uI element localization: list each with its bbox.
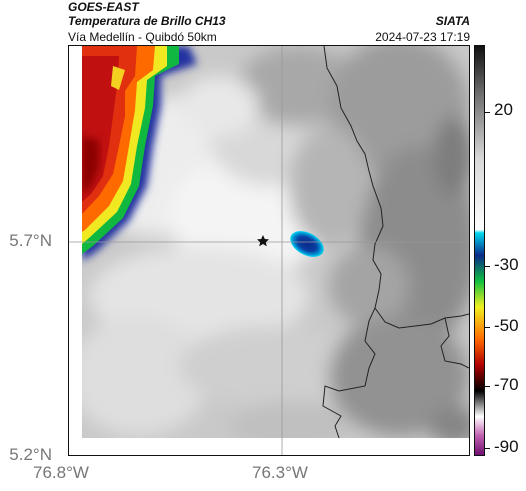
colorbar-label: -90 [494,437,519,456]
temperature-colorbar [474,45,485,456]
colorbar-tick [485,112,490,113]
satellite-map [68,45,470,456]
colorbar-tick [485,327,490,328]
colorbar-label: -50 [494,316,519,335]
colorbar-tick [485,386,490,387]
brand-label: SIATA [435,14,470,28]
satellite-title: GOES-EAST [68,0,139,14]
colorbar-label: 20 [494,100,513,119]
x-tick-label: 76.3°W [252,463,308,482]
y-tick-label: 5.7°N [9,231,52,250]
product-title: Temperatura de Brillo CH13 [68,14,226,28]
cold-cloud-shield [82,46,197,261]
datetime-label: 2024-07-23 17:19 [375,30,470,44]
map-canvas [69,46,469,455]
route-subtitle: Vía Medellín - Quibdó 50km [68,30,217,44]
department-border-east [440,317,469,369]
colorbar-label: -70 [494,375,519,394]
department-border-south [322,307,376,438]
department-border [323,46,469,329]
x-tick-label: 76.8°W [33,463,89,482]
y-tick-label: 5.2°N [9,445,52,464]
cloud-texture [82,46,469,438]
convective-cell [290,231,324,257]
colorbar-tick [485,266,490,267]
colorbar-label: -30 [494,255,519,274]
colorbar-tick [485,448,490,449]
star-icon [257,235,269,247]
